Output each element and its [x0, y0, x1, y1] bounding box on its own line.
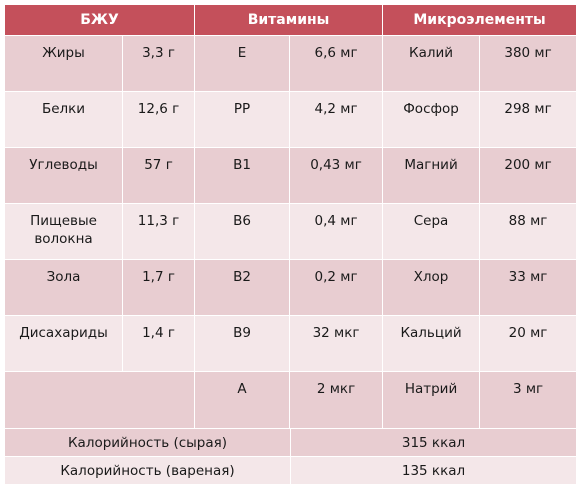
bju-name: Углеводы: [4, 147, 123, 204]
mineral-value: 20 мг: [479, 315, 578, 372]
header-bju: БЖУ: [3, 4, 196, 36]
vitamin-name: A: [194, 371, 291, 429]
nutrition-table: БЖУ Витамины Микроэлементы Жиры 3,3 г E …: [3, 4, 578, 429]
vitamin-name: PP: [194, 91, 291, 148]
calorie-row-raw: Калорийность (сырая) 315 ккал: [4, 428, 577, 457]
bju-name: Белки: [4, 91, 123, 148]
vitamin-name: E: [194, 35, 291, 92]
bju-value: 1,4 г: [121, 315, 196, 372]
vitamin-value: 32 мкг: [289, 315, 384, 372]
mineral-name: Натрий: [382, 371, 481, 429]
mineral-name: Фосфор: [382, 91, 481, 148]
mineral-value: 88 мг: [479, 203, 578, 260]
mineral-name: Сера: [382, 203, 481, 260]
table-row: Зола 1,7 г B2 0,2 мг Хлор 33 мг: [4, 259, 578, 316]
bju-value: 11,3 г: [121, 203, 196, 260]
vitamin-value: 2 мкг: [289, 371, 384, 429]
mineral-value: 298 мг: [479, 91, 578, 148]
vitamin-name: B1: [194, 147, 291, 204]
mineral-value: 380 мг: [479, 35, 578, 92]
table-row: Белки 12,6 г PP 4,2 мг Фосфор 298 мг: [4, 91, 578, 148]
mineral-value: 3 мг: [479, 371, 578, 429]
vitamin-name: B9: [194, 315, 291, 372]
header-row: БЖУ Витамины Микроэлементы: [3, 4, 578, 36]
vitamin-value: 0,4 мг: [289, 203, 384, 260]
bju-value: 12,6 г: [121, 91, 196, 148]
calorie-label: Калорийность (вареная): [4, 456, 291, 485]
bju-name: Дисахариды: [4, 315, 123, 372]
vitamin-name: B2: [194, 259, 291, 316]
vitamin-value: 6,6 мг: [289, 35, 384, 92]
header-vitamins: Витамины: [194, 4, 384, 36]
mineral-name: Кальций: [382, 315, 481, 372]
vitamin-value: 4,2 мг: [289, 91, 384, 148]
table-row: Углеводы 57 г B1 0,43 мг Магний 200 мг: [4, 147, 578, 204]
bju-value: 3,3 г: [121, 35, 196, 92]
bju-empty-cell: [3, 371, 196, 429]
table-row: Пищевые волокна 11,3 г B6 0,4 мг Сера 88…: [4, 203, 578, 260]
vitamin-value: 0,43 мг: [289, 147, 384, 204]
table-row: Дисахариды 1,4 г B9 32 мкг Кальций 20 мг: [4, 315, 578, 372]
bju-name: Пищевые волокна: [4, 203, 123, 260]
calorie-row-boiled: Калорийность (вареная) 135 ккал: [4, 456, 577, 485]
bju-value: 1,7 г: [121, 259, 196, 316]
mineral-name: Магний: [382, 147, 481, 204]
vitamin-value: 0,2 мг: [289, 259, 384, 316]
mineral-name: Калий: [382, 35, 481, 92]
calorie-table: Калорийность (сырая) 315 ккал Калорийнос…: [4, 428, 577, 485]
bju-name: Зола: [4, 259, 123, 316]
vitamin-name: B6: [194, 203, 291, 260]
table-row: Жиры 3,3 г E 6,6 мг Калий 380 мг: [4, 35, 578, 92]
bju-value: 57 г: [121, 147, 196, 204]
table-row: A 2 мкг Натрий 3 мг: [3, 371, 578, 429]
mineral-value: 200 мг: [479, 147, 578, 204]
mineral-value: 33 мг: [479, 259, 578, 316]
calorie-value: 315 ккал: [290, 428, 577, 457]
mineral-name: Хлор: [382, 259, 481, 316]
calorie-value: 135 ккал: [290, 456, 577, 485]
calorie-label: Калорийность (сырая): [4, 428, 291, 457]
header-minerals: Микроэлементы: [382, 4, 578, 36]
bju-name: Жиры: [4, 35, 123, 92]
